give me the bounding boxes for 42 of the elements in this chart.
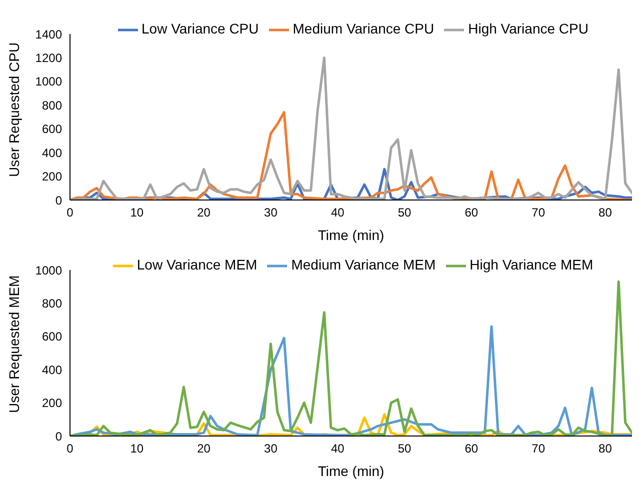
y-tick-label: 200 (42, 396, 62, 410)
x-axis-title: Time (min) (318, 227, 384, 243)
x-tick-label: 10 (130, 442, 144, 456)
y-tick-label: 0 (55, 429, 62, 444)
x-tick-label: 20 (197, 442, 211, 456)
x-tick-label: 50 (398, 442, 412, 456)
y-tick-label: 400 (42, 146, 62, 160)
y-tick-label: 200 (42, 170, 62, 184)
x-tick-label: 60 (464, 442, 478, 456)
y-axis-title: User Requested MEM (6, 275, 22, 413)
y-tick-label: 600 (42, 330, 62, 344)
legend-label: Low Variance MEM (136, 256, 258, 273)
x-axis-title: Time (min) (318, 463, 384, 479)
y-tick-label: 800 (42, 98, 62, 112)
y-tick-label: 800 (42, 296, 62, 310)
x-tick-label: 20 (197, 206, 211, 220)
y-tick-label: 1000 (35, 263, 62, 278)
x-tick-label: 40 (330, 442, 345, 456)
x-tick-label: 50 (398, 206, 412, 220)
legend-label: Medium Variance CPU (292, 20, 434, 37)
x-tick-label: 70 (532, 206, 546, 220)
x-tick-label: 60 (464, 206, 478, 220)
x-tick-label: 10 (130, 206, 144, 220)
x-tick-label: 40 (330, 206, 345, 220)
x-tick-label: 80 (598, 442, 612, 456)
y-tick-label: 1000 (35, 74, 62, 89)
x-tick-label: 70 (532, 442, 546, 456)
y-tick-label: 1400 (35, 27, 62, 42)
legend-label: High Variance CPU (468, 20, 588, 37)
x-tick-label: 0 (66, 206, 74, 220)
y-tick-label: 600 (42, 122, 62, 136)
legend-label: Medium Variance MEM (291, 256, 436, 273)
legend-label: High Variance MEM (470, 256, 594, 273)
x-tick-label: 30 (264, 442, 278, 456)
x-tick-label: 0 (66, 442, 74, 456)
y-tick-label: 400 (42, 362, 62, 377)
x-tick-label: 30 (264, 206, 278, 220)
x-tick-label: 80 (598, 206, 612, 220)
legend-label: Low Variance CPU (142, 20, 259, 37)
y-tick-label: 0 (55, 193, 62, 208)
y-tick-label: 1200 (35, 50, 62, 65)
y-axis-title: User Requested CPU (6, 42, 22, 177)
